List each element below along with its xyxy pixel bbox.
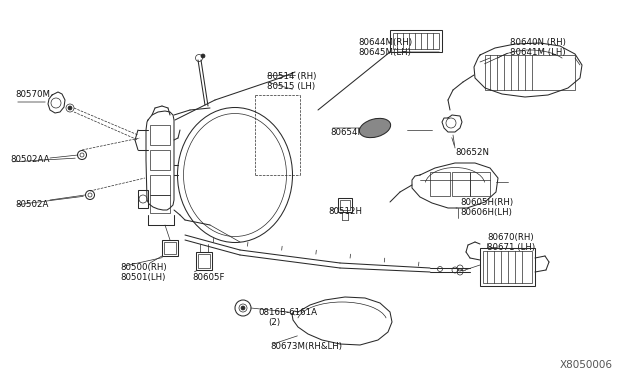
Text: 80654N: 80654N (330, 128, 364, 137)
Text: 80652N: 80652N (455, 148, 489, 157)
Text: 80502AA: 80502AA (10, 155, 49, 164)
Text: 80606H(LH): 80606H(LH) (460, 208, 512, 217)
Bar (198, 254, 210, 268)
Text: 80605F: 80605F (192, 273, 225, 282)
Bar (452, 172, 470, 196)
Circle shape (201, 54, 205, 58)
Ellipse shape (360, 118, 390, 138)
Bar (470, 172, 490, 196)
Text: 80671 (LH): 80671 (LH) (487, 243, 535, 252)
Text: 80640N (RH): 80640N (RH) (510, 38, 566, 47)
Bar (393, 33, 439, 49)
Bar (485, 55, 575, 90)
Text: 80673M(RH&LH): 80673M(RH&LH) (270, 342, 342, 351)
Text: 80570M: 80570M (15, 90, 50, 99)
Text: 80644M(RH): 80644M(RH) (358, 38, 412, 47)
Text: 80512H: 80512H (328, 207, 362, 216)
Text: 80501(LH): 80501(LH) (120, 273, 165, 282)
Text: 80502A: 80502A (15, 200, 49, 209)
Bar (430, 172, 450, 196)
Text: X8050006: X8050006 (560, 360, 613, 370)
Text: 80645M(LH): 80645M(LH) (358, 48, 411, 57)
Bar (150, 125, 170, 145)
Text: 80670(RH): 80670(RH) (487, 233, 534, 242)
Text: 80514 (RH): 80514 (RH) (267, 72, 316, 81)
Circle shape (68, 106, 72, 110)
Bar (162, 240, 178, 256)
Bar (340, 200, 350, 210)
Text: 0816B-6161A: 0816B-6161A (258, 308, 317, 317)
Bar (150, 195, 170, 213)
Bar (150, 175, 170, 195)
Text: 80500(RH): 80500(RH) (120, 263, 166, 272)
Bar (196, 252, 212, 270)
Bar (138, 190, 148, 208)
Text: 80641M (LH): 80641M (LH) (510, 48, 566, 57)
Bar (480, 248, 535, 286)
Text: 80605H(RH): 80605H(RH) (460, 198, 513, 207)
Bar (150, 150, 170, 170)
Bar (338, 198, 352, 212)
Bar (164, 242, 176, 254)
Text: 80515 (LH): 80515 (LH) (267, 82, 315, 91)
Bar (390, 30, 442, 52)
Bar (483, 251, 532, 283)
Text: (2): (2) (268, 318, 280, 327)
Circle shape (241, 306, 245, 310)
